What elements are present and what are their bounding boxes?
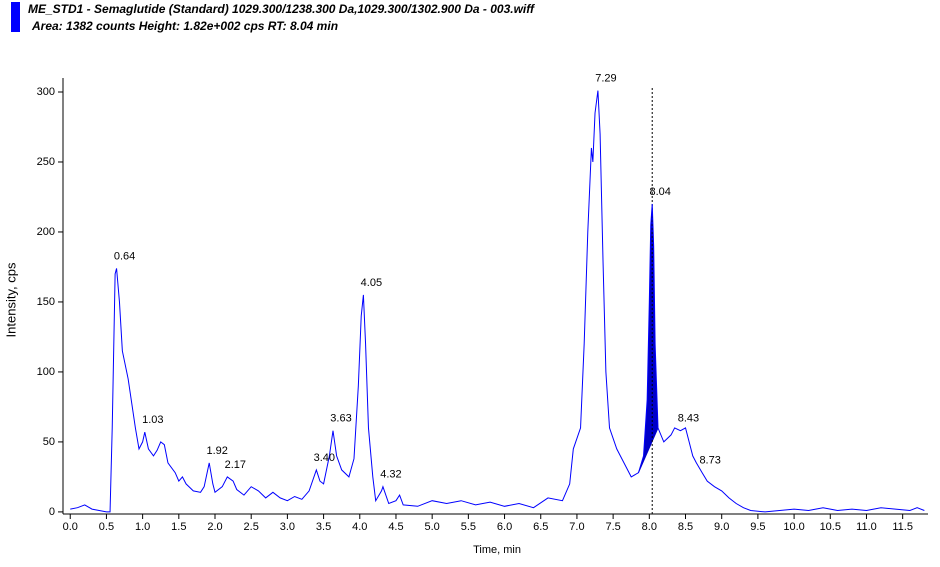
y-tick-label: 0 (49, 506, 55, 518)
x-tick-label: 7.0 (569, 521, 584, 533)
x-tick-label: 4.0 (352, 521, 367, 533)
x-tick-label: 3.5 (316, 521, 331, 533)
y-tick-label: 200 (37, 226, 55, 238)
x-tick-label: 1.0 (135, 521, 150, 533)
peak-label: 8.04 (650, 186, 671, 198)
legend-swatch (11, 2, 20, 32)
peak-label: 4.05 (361, 277, 382, 289)
x-tick-label: 5.0 (425, 521, 440, 533)
y-tick-label: 100 (37, 366, 55, 378)
x-tick-label: 0.0 (63, 521, 78, 533)
x-tick-label: 10.5 (820, 521, 841, 533)
peak-label: 3.40 (314, 452, 335, 464)
peak-label: 0.64 (114, 250, 135, 262)
x-tick-label: 4.5 (388, 521, 403, 533)
peak-label: 4.32 (380, 469, 401, 481)
peak-label: 7.29 (595, 73, 616, 85)
chart-subtitle: Area: 1382 counts Height: 1.82e+002 cps … (31, 19, 338, 33)
y-tick-label: 250 (37, 156, 55, 168)
x-tick-label: 9.5 (750, 521, 765, 533)
x-tick-label: 9.0 (714, 521, 729, 533)
x-tick-label: 10.0 (783, 521, 804, 533)
peak-label: 8.73 (699, 455, 720, 467)
y-tick-label: 50 (43, 436, 55, 448)
peak-label: 1.03 (142, 414, 163, 426)
x-tick-label: 11.5 (892, 521, 913, 533)
integration-range (638, 427, 659, 473)
x-tick-label: 1.5 (171, 521, 186, 533)
chart-title: ME_STD1 - Semaglutide (Standard) 1029.30… (28, 2, 535, 16)
y-tick-label: 300 (37, 86, 55, 98)
x-tick-label: 5.5 (461, 521, 476, 533)
peak-label: 3.63 (330, 413, 351, 425)
x-tick-label: 0.5 (99, 521, 114, 533)
x-axis-label: Time, min (473, 544, 521, 556)
trace (70, 90, 925, 513)
peak-label: 2.17 (225, 459, 246, 471)
peak-label: 1.92 (207, 445, 228, 457)
x-tick-label: 7.5 (605, 521, 620, 533)
integrated-area (638, 203, 659, 473)
y-axis-label: Intensity, cps (3, 262, 18, 337)
x-tick-label: 3.0 (280, 521, 295, 533)
x-tick-label: 2.0 (207, 521, 222, 533)
x-tick-label: 11.0 (856, 521, 877, 533)
x-tick-label: 8.5 (678, 521, 693, 533)
y-tick-label: 150 (37, 296, 55, 308)
x-tick-label: 6.0 (497, 521, 512, 533)
x-tick-label: 6.5 (533, 521, 548, 533)
peak-label: 8.43 (678, 413, 699, 425)
x-tick-label: 8.0 (642, 521, 657, 533)
x-tick-label: 2.5 (244, 521, 259, 533)
